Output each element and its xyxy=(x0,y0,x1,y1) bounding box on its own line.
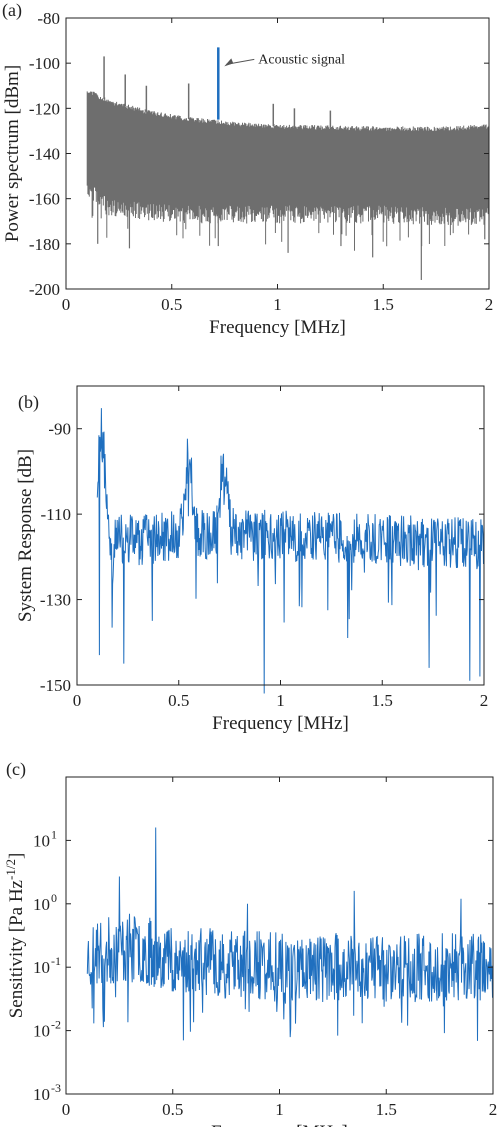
chart-panel-a: Acoustic signal 0 0.5 1 1.5 2 -80 -100 -120 -140 -… xyxy=(0,0,498,345)
x-tick-label: 1.5 xyxy=(373,295,394,314)
y-tick-exponent: 0 xyxy=(51,891,57,905)
x-tick-label: 0.5 xyxy=(162,1100,183,1119)
x-axis-label: Frequency [MHz] xyxy=(212,713,349,734)
y-tick-label: -160 xyxy=(29,190,60,209)
y-tick-exponent: 1 xyxy=(51,827,57,841)
y-tick-label: -180 xyxy=(29,235,60,254)
y-tick-label: 10 xyxy=(33,831,50,850)
y-tick-base: 10 xyxy=(33,1022,50,1041)
y-tick-label: 10 xyxy=(33,958,50,977)
panel-label: (c) xyxy=(6,759,26,780)
x-tick-label: 1 xyxy=(275,1100,284,1119)
y-tick-base: 10 xyxy=(33,831,50,850)
y-tick-label: 10 xyxy=(33,1022,50,1041)
panel-label: (a) xyxy=(2,0,22,21)
x-tick-label: 0 xyxy=(73,691,82,710)
system-response-line xyxy=(96,408,485,694)
x-tick-label: 0.5 xyxy=(161,295,182,314)
y-axis-label: Power spectrum [dBm] xyxy=(2,65,23,242)
x-axis-label: Frequency [MHz] xyxy=(209,317,346,338)
y-tick-label: -150 xyxy=(40,676,71,695)
chart-panel-b: 0 0.5 1 1.5 2 -90 -110 -130 -150 (b) Frequency [MH… xyxy=(0,370,498,740)
y-axis-label: Sensitivity [Pa Hz-1/2] xyxy=(3,853,27,1019)
x-tick-label: 1.5 xyxy=(372,691,393,710)
annotation-text: Acoustic signal xyxy=(258,52,345,67)
y-axis-label-close: ] xyxy=(6,853,27,859)
y-tick-base: 10 xyxy=(33,895,50,914)
y-axis-label: System Response [dB] xyxy=(15,449,36,622)
x-tick-label: 0 xyxy=(62,295,71,314)
chart-c-svg: 00.511.5210-310-210-1100101(c)Frequency … xyxy=(3,759,498,1132)
x-tick-label: 2 xyxy=(480,691,489,710)
y-tick-label: -110 xyxy=(40,505,71,524)
chart-a-svg: Acoustic signal 0 0.5 1 1.5 2 -80 -100 -120 -140 -… xyxy=(2,0,494,338)
x-tick-label: 1 xyxy=(273,295,282,314)
annotation-arrow-head xyxy=(224,58,234,67)
x-tick-label: 2 xyxy=(489,1100,498,1119)
x-tick-label: 1.5 xyxy=(376,1100,397,1119)
x-tick-label: 1 xyxy=(276,691,285,710)
y-tick-label: -130 xyxy=(40,591,71,610)
y-axis-label-sup: -1/2 xyxy=(3,859,18,880)
plot-frame xyxy=(65,17,490,290)
y-tick-exponent: -3 xyxy=(51,1081,61,1095)
sensitivity-line xyxy=(86,827,494,1041)
y-tick-base: 10 xyxy=(33,958,50,977)
y-tick-label: -200 xyxy=(29,280,60,299)
spectrum-trace xyxy=(86,56,490,280)
y-tick-label: -120 xyxy=(29,99,60,118)
plot-frame xyxy=(76,385,485,686)
chart-panel-c: 00.511.5210-310-210-1100101(c)Frequency … xyxy=(0,755,498,1132)
plot-frame xyxy=(65,776,494,1095)
y-tick-exponent: -1 xyxy=(51,954,61,968)
y-tick-label: 10 xyxy=(33,1085,50,1104)
y-tick-exponent: -2 xyxy=(51,1018,61,1032)
spectrum-noise-band xyxy=(86,91,490,251)
chart-b-svg: 0 0.5 1 1.5 2 -90 -110 -130 -150 (b) Frequency [MH… xyxy=(15,385,489,734)
x-tick-label: 0.5 xyxy=(168,691,189,710)
x-axis-label: Frequency [MHz] xyxy=(211,1122,348,1127)
y-tick-label: -140 xyxy=(29,145,60,164)
x-tick-label: 2 xyxy=(485,295,494,314)
y-tick-base: 10 xyxy=(33,1085,50,1104)
x-tick-label: 0 xyxy=(62,1100,71,1119)
y-tick-label: -80 xyxy=(37,9,60,28)
y-axis-label-main: Sensitivity [Pa Hz xyxy=(6,880,27,1018)
y-tick-label: -100 xyxy=(29,54,60,73)
y-tick-label: 10 xyxy=(33,895,50,914)
panel-label: (b) xyxy=(18,392,39,413)
y-tick-label: -90 xyxy=(48,420,71,439)
